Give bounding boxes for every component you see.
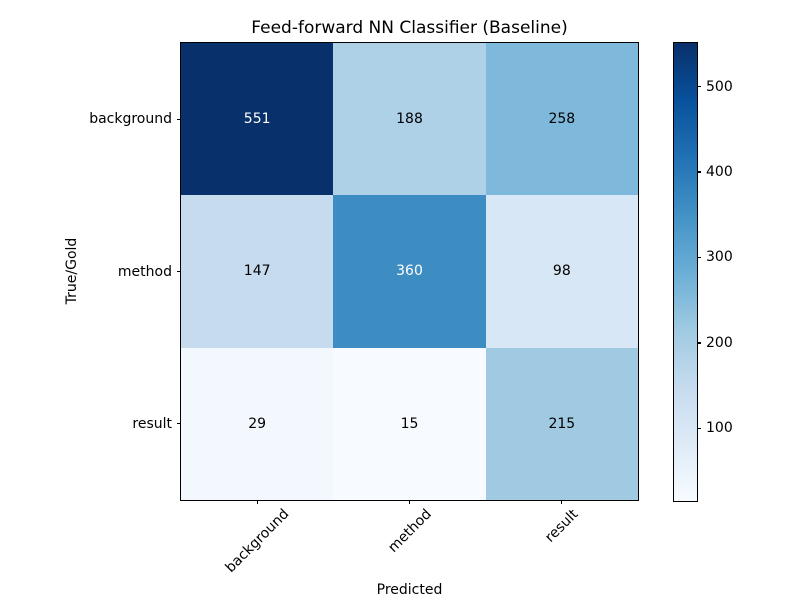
tick-mark [697, 256, 701, 259]
tick-mark [697, 342, 701, 344]
tick-mark [177, 118, 181, 120]
tick-mark [697, 85, 701, 88]
cell-value: 360 [396, 263, 423, 280]
tick-mark [408, 500, 411, 504]
colorbar-tick-label-200: 200 [706, 334, 733, 351]
cell-value: 258 [548, 111, 576, 128]
y-tick-label-result: result [132, 416, 172, 432]
x-axis-label: Predicted [376, 582, 443, 598]
colorbar-tick-label-100: 100 [706, 420, 733, 437]
cell-value: 188 [396, 111, 423, 128]
tick-mark [177, 423, 181, 425]
cell-value: 15 [400, 415, 419, 432]
cell-value: 215 [548, 415, 576, 432]
heatmap-cell: 215 [485, 347, 638, 500]
x-tick-label-background: background [222, 506, 292, 577]
heatmap-cell: 98 [485, 195, 638, 348]
x-tick-label-method: method [384, 506, 435, 556]
tick-mark [697, 427, 701, 429]
colorbar-tick-label-300: 300 [706, 249, 733, 266]
heatmap-cell: 29 [181, 347, 334, 500]
heatmap-plot-area: 551 188 258 147 360 98 29 15 215 [180, 42, 639, 501]
heatmap-cell: 188 [333, 43, 486, 196]
cell-value: 147 [243, 263, 271, 280]
cell-value: 98 [552, 263, 571, 280]
colorbar-tick-label-500: 500 [706, 78, 733, 95]
tick-mark [177, 270, 181, 273]
heatmap-cell: 258 [485, 43, 638, 196]
tick-mark [561, 500, 563, 504]
y-tick-label-background: background [89, 111, 172, 127]
heatmap-cell: 551 [181, 43, 334, 196]
chart-title: Feed-forward NN Classifier (Baseline) [251, 18, 568, 38]
x-tick-label-result: result [541, 506, 582, 546]
heatmap-cell: 360 [333, 195, 486, 348]
y-tick-label-method: method [117, 264, 172, 280]
tick-mark [697, 171, 701, 173]
cell-value: 29 [248, 415, 267, 432]
heatmap-cell: 147 [181, 195, 334, 348]
tick-mark [256, 500, 258, 504]
y-axis-label: True/Gold [64, 237, 80, 305]
colorbar [673, 42, 698, 502]
heatmap-cell: 15 [333, 347, 486, 500]
colorbar-tick-label-400: 400 [706, 164, 733, 181]
cell-value: 551 [243, 111, 271, 128]
